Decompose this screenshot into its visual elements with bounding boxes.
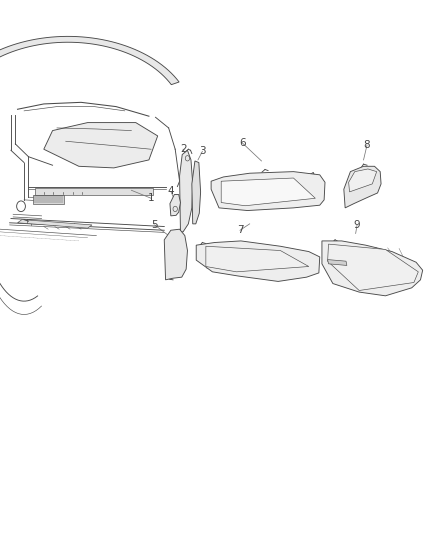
Polygon shape: [18, 220, 92, 228]
Text: 3: 3: [199, 147, 206, 156]
Polygon shape: [344, 166, 381, 208]
Polygon shape: [0, 36, 179, 101]
Polygon shape: [349, 169, 377, 192]
Polygon shape: [211, 172, 325, 211]
Text: 8: 8: [364, 140, 371, 150]
Polygon shape: [44, 123, 158, 168]
Polygon shape: [196, 241, 320, 281]
Polygon shape: [180, 150, 193, 232]
Text: 6: 6: [239, 138, 246, 148]
Polygon shape: [33, 195, 64, 204]
Text: 1: 1: [148, 193, 155, 203]
Polygon shape: [322, 241, 423, 296]
Polygon shape: [35, 188, 153, 195]
Text: 4: 4: [167, 187, 174, 196]
Text: 7: 7: [237, 225, 244, 235]
Text: 2: 2: [180, 144, 187, 154]
Text: 9: 9: [353, 221, 360, 230]
Polygon shape: [221, 178, 315, 206]
Polygon shape: [192, 161, 201, 224]
Polygon shape: [328, 244, 418, 290]
Polygon shape: [164, 229, 187, 280]
Polygon shape: [170, 195, 180, 216]
Polygon shape: [328, 260, 347, 265]
Text: 5: 5: [151, 220, 158, 230]
Polygon shape: [206, 246, 309, 272]
